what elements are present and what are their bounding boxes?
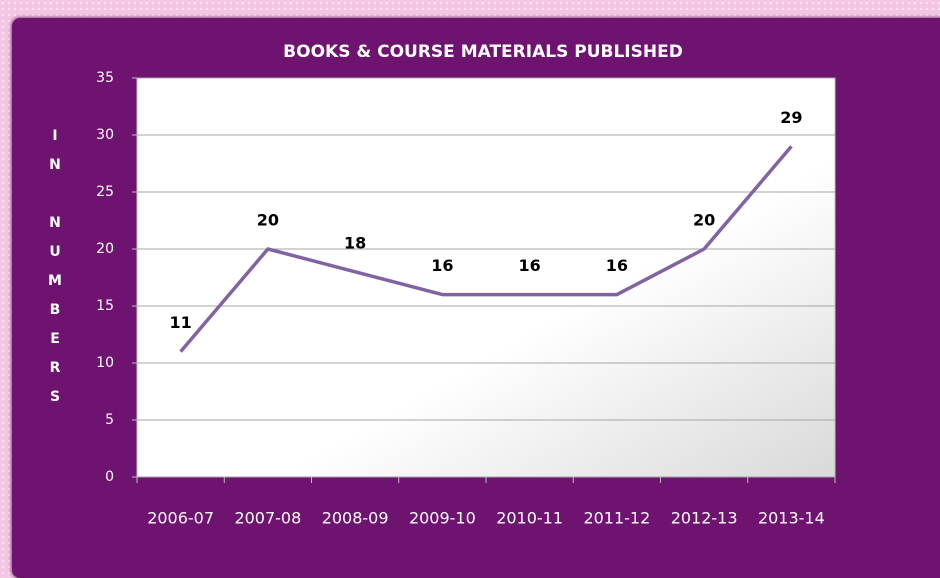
x-tick-label: 2006-07 <box>147 509 214 528</box>
x-tick-label: 2008-09 <box>322 509 389 528</box>
y-axis-label: IN NUMBERS <box>47 128 63 418</box>
y-tick-label: 5 <box>105 412 114 428</box>
data-label: 18 <box>344 233 366 252</box>
data-label: 16 <box>518 256 540 275</box>
chart-title: BOOKS & COURSE MATERIALS PUBLISHED <box>283 42 683 62</box>
y-tick-label: 30 <box>96 127 114 143</box>
data-label: 20 <box>693 211 715 230</box>
plot-area <box>136 77 836 478</box>
y-tick-label: 20 <box>96 241 114 257</box>
x-tick-label: 2013-14 <box>758 509 825 528</box>
x-tick-label: 2011-12 <box>583 509 650 528</box>
y-tick-label: 25 <box>96 184 114 200</box>
x-tick-label: 2012-13 <box>671 509 738 528</box>
data-label: 11 <box>169 313 191 332</box>
data-label: 29 <box>780 108 802 127</box>
line <box>179 145 793 353</box>
y-tick-label: 35 <box>96 70 114 86</box>
y-tick-label: 10 <box>96 355 114 371</box>
x-tick-label: 2009-10 <box>409 509 476 528</box>
x-tick-label: 2007-08 <box>234 509 301 528</box>
y-tick-label: 15 <box>96 298 114 314</box>
x-tick-label: 2010-11 <box>496 509 563 528</box>
data-label: 16 <box>606 256 628 275</box>
data-label: 20 <box>257 211 279 230</box>
data-label: 16 <box>431 256 453 275</box>
y-tick-label: 0 <box>105 469 114 485</box>
